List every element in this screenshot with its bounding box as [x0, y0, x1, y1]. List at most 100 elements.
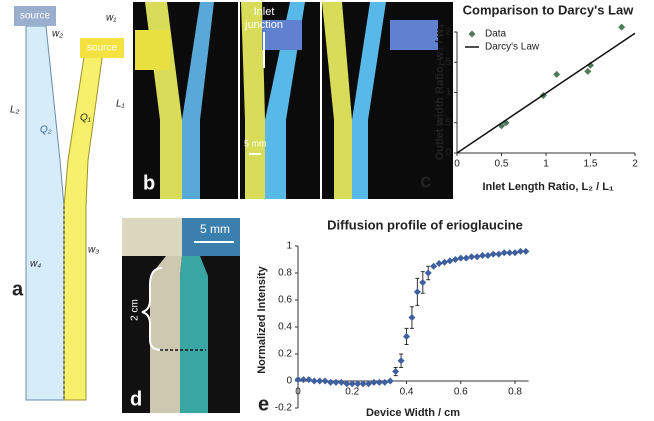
- data-point: [435, 260, 443, 268]
- data-point: [381, 378, 389, 386]
- y-tick-label: -0.2: [275, 403, 293, 414]
- y-tick-label: 1.5: [437, 57, 451, 68]
- y-tick-label: 0.6: [278, 295, 292, 306]
- panel-label: c: [420, 170, 431, 192]
- data-point: [495, 250, 503, 258]
- y-tick-label: 0.5: [437, 117, 451, 128]
- data-point: [618, 23, 626, 31]
- data-point: [478, 251, 486, 259]
- panel-label: b: [143, 172, 155, 194]
- data-point: [468, 253, 476, 261]
- x-axis-label: Device Width / cm: [366, 407, 460, 419]
- data-point: [451, 256, 459, 263]
- data-point: [316, 377, 324, 385]
- label: Q₂: [40, 125, 52, 136]
- data-point: [430, 262, 438, 270]
- legend-swatch: [468, 30, 476, 38]
- data-point: [392, 368, 400, 376]
- x-tick-label: 2: [632, 159, 638, 170]
- data-point: [359, 380, 367, 388]
- x-tick-label: 0.2: [345, 387, 359, 398]
- data-point: [511, 249, 519, 257]
- data-point: [354, 380, 362, 388]
- label: source: [20, 11, 50, 22]
- data-point: [553, 70, 561, 78]
- y-tick-label: 2: [445, 27, 451, 38]
- data-point: [484, 251, 492, 259]
- x-tick-label: 0: [454, 159, 460, 170]
- panel-a: source source w₁ w₂ L₂ L₁ Q₂ Q₁ w₄ w₃ a: [10, 6, 125, 401]
- data-point: [424, 269, 432, 277]
- y-axis-label: Normalized Intensity: [256, 265, 268, 373]
- data-point: [294, 376, 302, 384]
- data-point: [473, 253, 481, 261]
- label: source: [87, 43, 117, 54]
- label: 5 mm: [200, 222, 230, 236]
- data-point: [457, 254, 465, 262]
- data-point: [397, 357, 405, 365]
- panel-label: a: [12, 278, 24, 300]
- label: L₁: [116, 99, 125, 110]
- y-tick-label: 0.2: [278, 349, 292, 360]
- legend-label: Darcy's Law: [485, 42, 540, 53]
- data-point: [332, 378, 340, 386]
- x-tick-label: 0.4: [400, 387, 414, 398]
- data-point: [337, 378, 345, 386]
- right-channel: [63, 43, 105, 401]
- data-point: [413, 288, 421, 296]
- data-point: [446, 257, 454, 265]
- x-tick-label: 0.5: [495, 159, 509, 170]
- chart-title: Diffusion profile of erioglaucine: [327, 217, 523, 232]
- y-tick-label: 0.8: [278, 268, 292, 279]
- y-tick-label: 1: [286, 241, 292, 252]
- y-tick-label: 0: [445, 148, 451, 159]
- chart-title: Comparison to Darcy's Law: [463, 2, 635, 17]
- panel-d: 5 mm 2 cm d: [122, 218, 240, 413]
- label: 5 mm: [244, 138, 267, 148]
- x-tick-label: 1.5: [584, 159, 598, 170]
- data-point: [321, 377, 329, 385]
- data-point: [370, 378, 378, 386]
- y-axis-label: Outlet width Ratio, w₃ / w₄: [434, 24, 446, 161]
- data-point: [327, 378, 335, 386]
- source-box: [80, 38, 124, 58]
- left-channel: [25, 25, 65, 401]
- data-point: [489, 250, 497, 258]
- x-tick-label: 0.6: [454, 387, 468, 398]
- data-point: [419, 278, 427, 286]
- data-point: [348, 380, 356, 388]
- data-point: [343, 380, 351, 388]
- data-point: [584, 67, 592, 75]
- label: L₂: [10, 105, 20, 116]
- label: junction: [244, 19, 283, 31]
- y-tick-label: 1: [445, 87, 451, 98]
- data-point: [365, 380, 373, 388]
- data-point: [500, 249, 508, 257]
- data-point: [305, 376, 313, 384]
- x-tick-label: 0.8: [508, 387, 522, 398]
- label: w₁: [106, 13, 116, 24]
- data-point: [516, 247, 524, 255]
- data-point: [462, 254, 470, 262]
- data-point: [506, 249, 514, 257]
- panel-label: d: [130, 388, 142, 410]
- label: Q₁: [80, 113, 91, 124]
- x-tick-label: 1: [543, 159, 549, 170]
- x-axis-label: Inlet Length Ratio, L₂ / L₁: [482, 181, 613, 193]
- panel-b: Inlet junction 5 mm b: [133, 2, 453, 199]
- y-tick-label: 0: [286, 376, 292, 387]
- y-tick-label: 0.4: [278, 322, 292, 333]
- data-point: [375, 378, 383, 386]
- data-point: [440, 258, 448, 266]
- panel-label: e: [258, 393, 269, 415]
- legend-label: Data: [485, 29, 507, 40]
- data-point: [522, 247, 530, 255]
- data-point: [403, 332, 411, 340]
- label: w₂: [52, 29, 63, 40]
- data-point: [408, 314, 416, 322]
- brace: [141, 267, 163, 351]
- photo-strips: [135, 2, 438, 199]
- label: 2 cm: [130, 299, 141, 321]
- data-point: [299, 376, 307, 384]
